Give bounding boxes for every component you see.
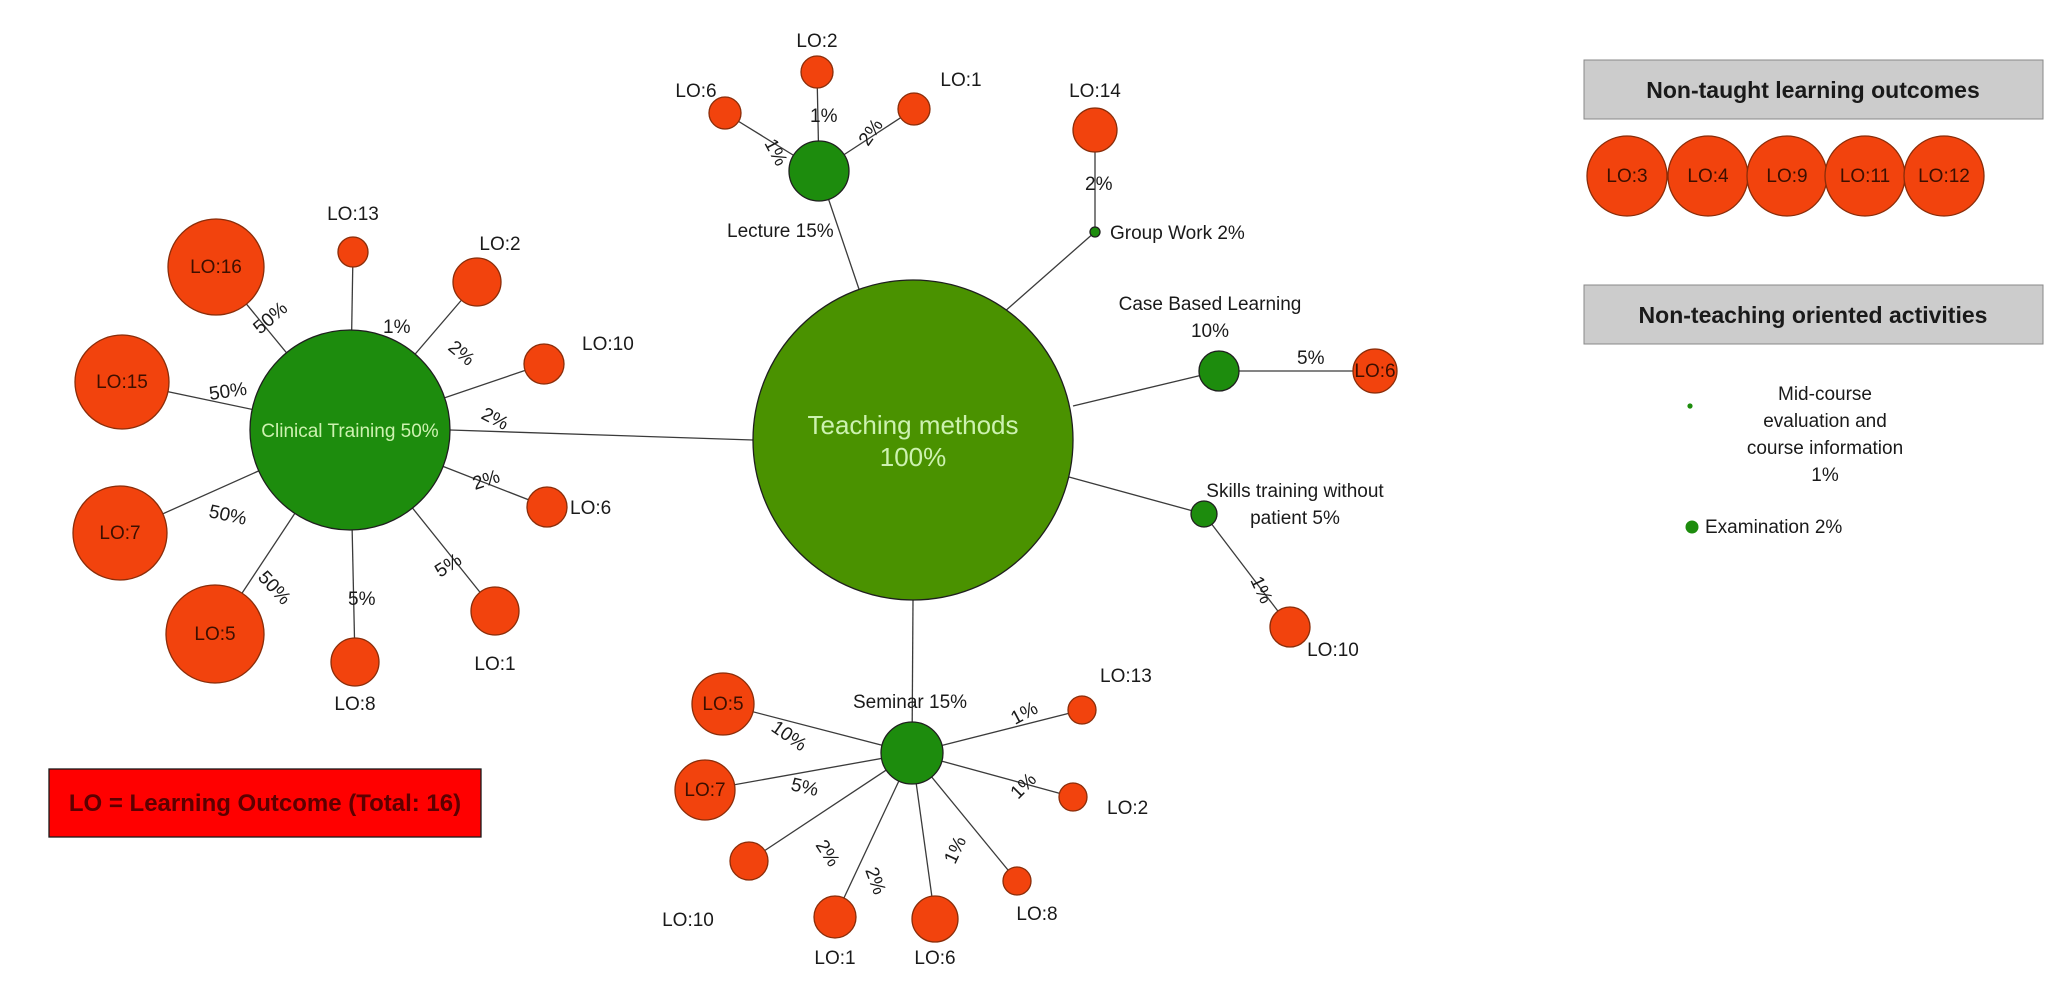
- svg-text:LO:4: LO:4: [1687, 166, 1729, 187]
- svg-text:LO:10: LO:10: [1307, 640, 1359, 661]
- svg-text:Lecture 15%: Lecture 15%: [727, 221, 834, 242]
- svg-text:1%: 1%: [940, 833, 971, 867]
- svg-text:Case Based Learning: Case Based Learning: [1119, 294, 1302, 315]
- svg-text:Teaching methods: Teaching methods: [807, 410, 1018, 440]
- svg-text:LO:5: LO:5: [194, 624, 235, 645]
- svg-text:Non-taught learning outcomes: Non-taught learning outcomes: [1646, 77, 1980, 103]
- svg-text:50%: 50%: [253, 567, 294, 609]
- svg-text:LO:12: LO:12: [1918, 166, 1970, 187]
- svg-text:Skills training without: Skills training without: [1206, 481, 1384, 502]
- svg-text:Examination 2%: Examination 2%: [1705, 517, 1842, 538]
- svg-text:50%: 50%: [208, 379, 249, 405]
- svg-text:LO:2: LO:2: [796, 31, 837, 52]
- svg-text:LO:6: LO:6: [914, 948, 955, 969]
- svg-text:LO:6: LO:6: [570, 498, 611, 519]
- svg-text:Group Work 2%: Group Work 2%: [1110, 223, 1245, 244]
- svg-text:1%: 1%: [1007, 698, 1041, 729]
- svg-text:50%: 50%: [207, 501, 249, 529]
- svg-text:5%: 5%: [431, 550, 466, 583]
- svg-text:LO:13: LO:13: [327, 204, 379, 225]
- svg-text:LO:1: LO:1: [474, 654, 515, 675]
- svg-text:LO:8: LO:8: [334, 694, 375, 715]
- svg-text:LO:3: LO:3: [1606, 166, 1647, 187]
- svg-text:2%: 2%: [470, 466, 503, 494]
- svg-text:course information: course information: [1747, 438, 1903, 459]
- svg-text:10%: 10%: [1191, 321, 1229, 342]
- svg-text:1%: 1%: [383, 317, 411, 338]
- svg-text:LO:7: LO:7: [684, 780, 725, 801]
- svg-text:Seminar 15%: Seminar 15%: [853, 692, 967, 713]
- svg-text:LO:13: LO:13: [1100, 666, 1152, 687]
- svg-text:LO:6: LO:6: [675, 81, 716, 102]
- svg-text:2%: 2%: [478, 404, 512, 435]
- svg-text:LO:10: LO:10: [582, 334, 634, 355]
- svg-text:LO:7: LO:7: [99, 523, 140, 544]
- svg-text:Non-teaching oriented activiti: Non-teaching oriented activities: [1639, 302, 1988, 328]
- svg-text:evaluation and: evaluation and: [1763, 411, 1887, 432]
- svg-text:LO = Learning Outcome (Total:: LO = Learning Outcome (Total: 16): [69, 790, 461, 817]
- svg-text:5%: 5%: [1297, 348, 1325, 369]
- svg-text:2%: 2%: [860, 865, 889, 898]
- svg-text:1%: 1%: [760, 135, 791, 169]
- svg-text:LO:11: LO:11: [1840, 166, 1890, 187]
- svg-text:LO:10: LO:10: [662, 910, 714, 931]
- svg-text:LO:2: LO:2: [479, 234, 520, 255]
- svg-text:LO:1: LO:1: [940, 70, 981, 91]
- svg-text:LO:2: LO:2: [1107, 798, 1148, 819]
- svg-text:Clinical Training 50%: Clinical Training 50%: [261, 421, 439, 442]
- svg-text:LO:16: LO:16: [190, 257, 242, 278]
- svg-text:LO:9: LO:9: [1766, 166, 1807, 187]
- svg-text:1%: 1%: [1811, 465, 1839, 486]
- svg-text:LO:1: LO:1: [814, 948, 855, 969]
- svg-text:Mid-course: Mid-course: [1778, 384, 1872, 405]
- svg-text:100%: 100%: [880, 442, 947, 472]
- svg-text:LO:6: LO:6: [1354, 361, 1395, 382]
- svg-text:patient 5%: patient 5%: [1250, 508, 1340, 529]
- svg-text:5%: 5%: [789, 774, 821, 801]
- svg-text:1%: 1%: [810, 106, 838, 127]
- svg-text:LO:8: LO:8: [1016, 904, 1057, 925]
- svg-text:10%: 10%: [767, 717, 810, 756]
- svg-text:LO:5: LO:5: [702, 694, 743, 715]
- svg-text:LO:15: LO:15: [96, 372, 148, 393]
- svg-text:2%: 2%: [444, 337, 479, 371]
- svg-text:1%: 1%: [1007, 769, 1041, 803]
- svg-text:5%: 5%: [348, 589, 376, 610]
- svg-text:2%: 2%: [811, 836, 844, 871]
- svg-text:LO:14: LO:14: [1069, 81, 1121, 102]
- svg-text:2%: 2%: [1085, 174, 1113, 195]
